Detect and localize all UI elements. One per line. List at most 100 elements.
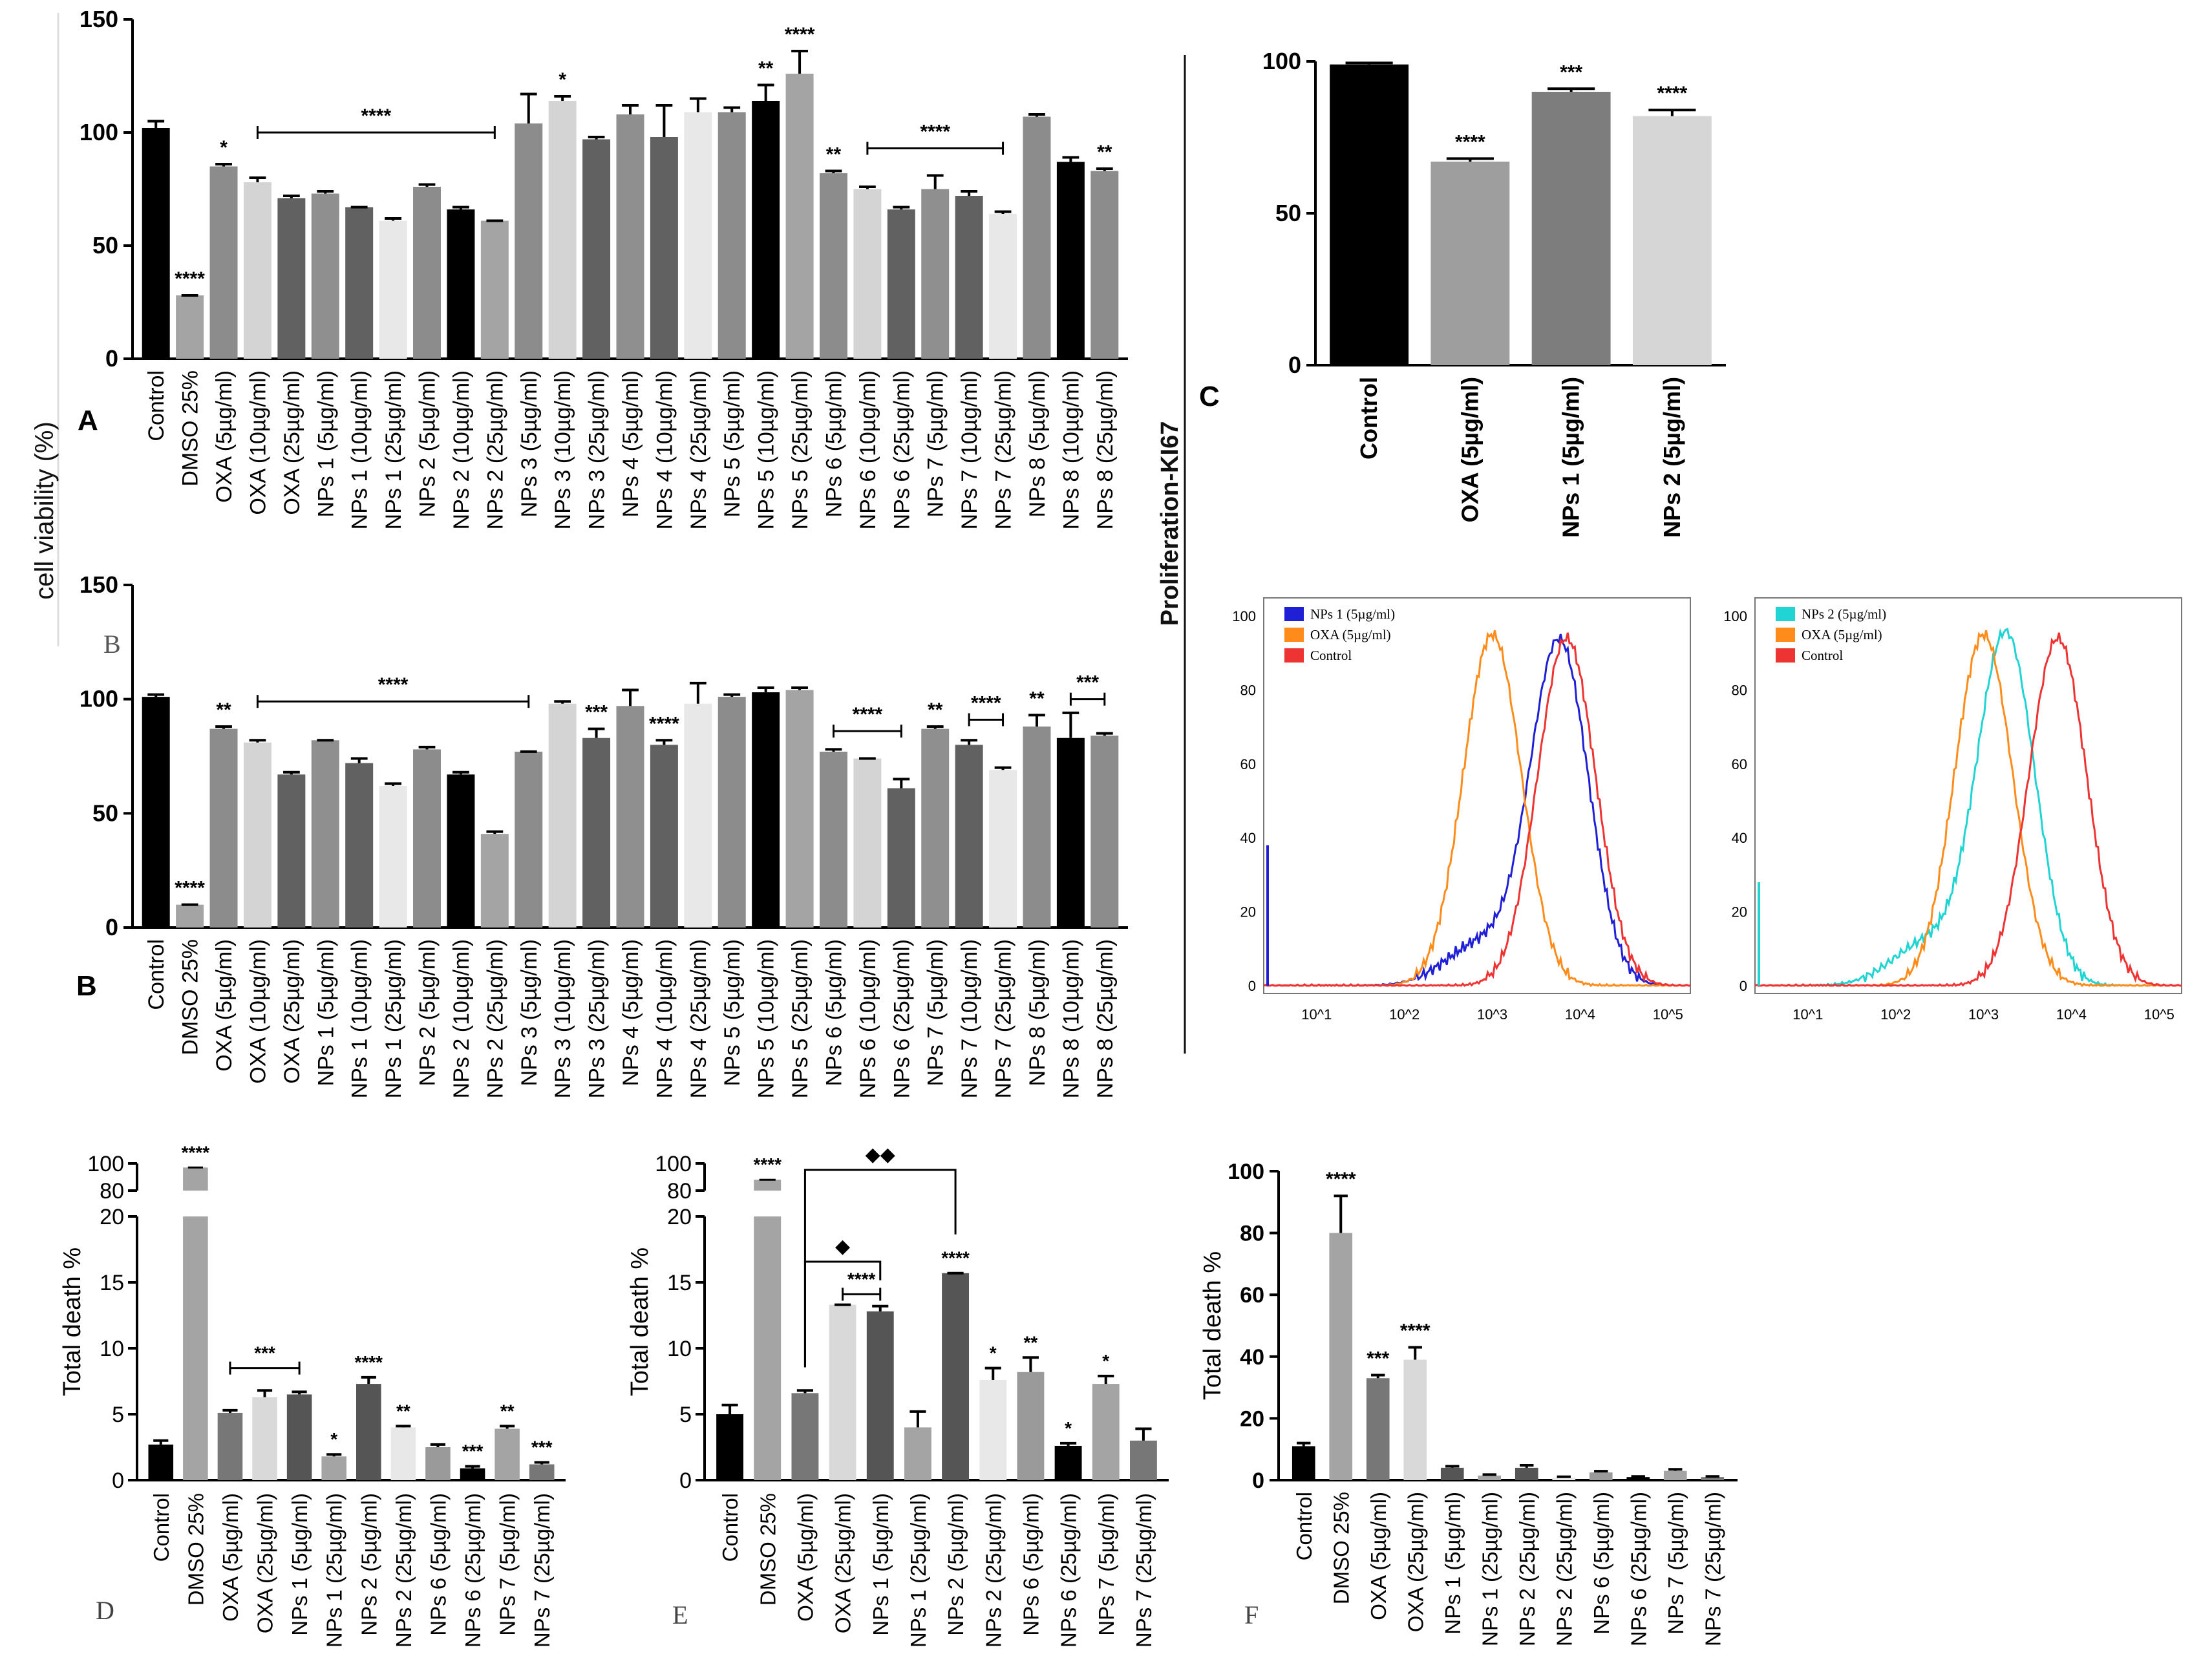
y-tick-label: 10: [100, 1337, 124, 1361]
category-label: NPs 7 (25µg/ml): [530, 1493, 554, 1648]
kd-y-axis-label: Proliferation-KI67: [1156, 421, 1184, 626]
y-tick-label: 80: [1240, 1222, 1264, 1246]
bar: [142, 128, 170, 359]
legend-swatch: [1284, 607, 1304, 621]
bar: [989, 770, 1017, 928]
bar: [866, 1311, 894, 1480]
y-tick-label: 0: [1288, 352, 1301, 378]
y-tick-label: 100: [1723, 608, 1747, 624]
y-tick-label: 0: [112, 1469, 124, 1493]
bar: [1090, 171, 1119, 359]
legend-label: Control: [1310, 648, 1352, 663]
bar: [752, 101, 780, 359]
category-label: NPs 6 (25µg/ml): [461, 1493, 485, 1648]
y-axis-label: Total death %: [626, 1247, 654, 1396]
category-label: NPs 4 (5µg/ml): [619, 370, 643, 517]
y-tick-label: 80: [1732, 682, 1747, 698]
y-tick-label: 40: [1240, 830, 1256, 846]
histogram-line: [1754, 632, 2182, 987]
bar: [989, 214, 1017, 359]
bar: [1663, 1470, 1687, 1480]
y-tick-label: 5: [679, 1403, 692, 1427]
bar: [1056, 162, 1085, 359]
category-label: OXA (10µg/ml): [246, 939, 270, 1084]
x-tick-label: 10^5: [2144, 1006, 2175, 1023]
bar: [718, 112, 746, 359]
category-label: NPs 7 (5µg/ml): [1664, 1492, 1688, 1635]
bar: [887, 788, 915, 928]
y-tick-label: 50: [1275, 200, 1301, 226]
bar-lower: [754, 1216, 782, 1480]
bar: [209, 728, 238, 928]
category-label: NPs 5 (25µg/ml): [788, 370, 813, 529]
legend-label: NPs 1 (5µg/ml): [1310, 606, 1395, 622]
legend-label: Control: [1802, 648, 1843, 663]
x-tick-label: 10^3: [1968, 1006, 1999, 1023]
category-label: NPs 7 (25µg/ml): [1701, 1492, 1725, 1646]
bar: [921, 728, 950, 928]
panel-letter-a: A: [78, 405, 98, 436]
category-label: NPs 1 (5µg/ml): [1558, 377, 1584, 538]
category-label: NPs 2 (10µg/ml): [449, 370, 474, 529]
bar: [684, 112, 712, 359]
y-axis-label: Total death %: [1199, 1251, 1226, 1400]
bracket-label: ***: [254, 1343, 275, 1363]
y-tick-label: 50: [92, 232, 118, 259]
significance-label: ****: [785, 24, 815, 45]
category-label: NPs 7 (5µg/ml): [924, 370, 948, 517]
y-tick-label: 0: [105, 345, 118, 372]
bar: [345, 207, 374, 359]
y-tick-label: 15: [667, 1271, 692, 1295]
y-tick-label: 100: [87, 1152, 124, 1176]
legend-label: NPs 2 (5µg/ml): [1802, 606, 1886, 622]
bar: [752, 692, 780, 928]
bar: [425, 1447, 451, 1480]
panel-letter-f: F: [1244, 1600, 1259, 1629]
category-label: NPs 7 (25µg/ml): [1132, 1493, 1156, 1648]
y-tick-label: 100: [1232, 608, 1256, 624]
y-tick-label: 40: [1240, 1345, 1264, 1370]
category-label: Control: [144, 370, 169, 441]
bar: [1054, 1445, 1082, 1480]
significance-label: **: [396, 1401, 410, 1421]
category-label: NPs 5 (25µg/ml): [788, 939, 813, 1098]
bar: [148, 1444, 174, 1480]
significance-label: ****: [1455, 131, 1485, 153]
x-tick-label: 10^4: [1565, 1006, 1595, 1023]
bar: [1056, 737, 1085, 928]
flow-histogram-1: 0 20 40 60 80 100 10^1 10^2 10^3 10^4 10^5 NPs 1 (5…: [1232, 597, 1691, 1023]
plot-frame: [1754, 597, 2182, 994]
bar: [616, 114, 644, 359]
category-label: NPs 1 (25µg/ml): [1478, 1492, 1502, 1646]
bar: [495, 1428, 520, 1480]
x-tick-label: 10^2: [1389, 1006, 1420, 1023]
bar-upper: [754, 1180, 782, 1191]
category-label: NPs 4 (10µg/ml): [652, 939, 677, 1098]
significance-label: **: [1029, 688, 1045, 709]
significance-label: **: [216, 699, 231, 721]
chart-panel-b: 0 50 100 150 Control DMSO 25% OXA (5µg/ml) OXA …: [80, 571, 1128, 1098]
category-label: NPs 2 (5µg/ml): [357, 1493, 381, 1636]
y-tick-label: 80: [667, 1179, 692, 1204]
bar: [243, 182, 271, 359]
significance-label: ****: [1326, 1169, 1356, 1190]
category-label: OXA (5µg/ml): [793, 1493, 817, 1622]
bracket-label: ***: [1076, 672, 1099, 694]
category-label: Control: [149, 1493, 173, 1562]
y-tick-label: 100: [655, 1152, 692, 1176]
bar: [1366, 1378, 1390, 1480]
legend-swatch: [1776, 648, 1795, 663]
bar: [460, 1468, 485, 1480]
category-label: NPs 2 (25µg/ml): [981, 1493, 1005, 1648]
category-label: OXA (5µg/ml): [212, 370, 237, 503]
category-label: NPs 6 (10µg/ml): [856, 939, 880, 1098]
bar: [979, 1379, 1007, 1480]
bar: [1023, 116, 1051, 359]
significance-label: ***: [1367, 1348, 1389, 1369]
bar: [447, 209, 475, 359]
bar: [1403, 1359, 1427, 1480]
category-label: NPs 1 (25µg/ml): [381, 370, 406, 529]
bar: [321, 1456, 346, 1480]
bar: [176, 904, 204, 928]
category-label: NPs 1 (5µg/ml): [314, 370, 338, 517]
